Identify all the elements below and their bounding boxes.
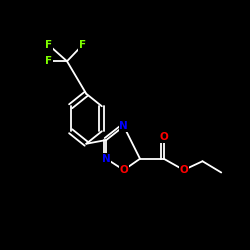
Text: N: N xyxy=(102,154,110,164)
Text: F: F xyxy=(45,40,52,50)
Text: O: O xyxy=(120,165,128,175)
Text: O: O xyxy=(180,165,188,175)
Text: O: O xyxy=(160,132,168,142)
Text: F: F xyxy=(45,56,52,66)
Text: F: F xyxy=(79,40,86,50)
Text: N: N xyxy=(120,121,128,131)
